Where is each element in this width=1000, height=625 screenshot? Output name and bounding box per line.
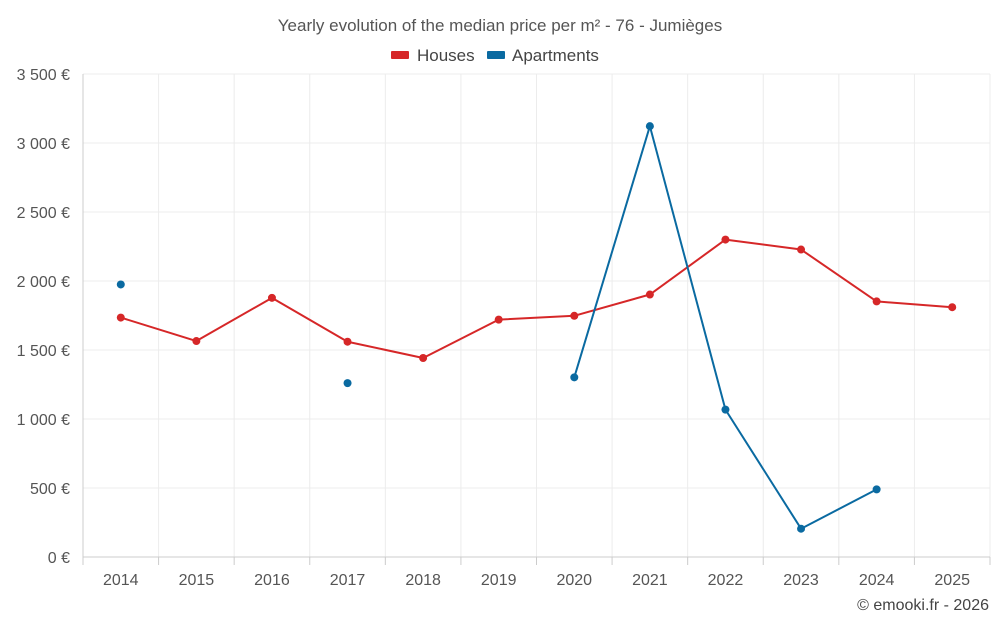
legend-label: Houses: [417, 46, 475, 65]
legend-item-houses: Houses: [391, 46, 475, 65]
data-point-houses: [419, 354, 428, 363]
data-point-houses: [721, 235, 730, 244]
y-tick-label: 0 €: [48, 550, 70, 567]
data-point-houses: [192, 337, 201, 346]
series-group: [116, 122, 957, 533]
series-houses: [116, 235, 957, 363]
data-point-houses: [494, 315, 503, 324]
data-point-apartments: [797, 524, 806, 533]
x-tick-label: 2016: [254, 572, 290, 589]
data-point-houses: [948, 303, 957, 312]
data-point-apartments: [570, 373, 579, 382]
data-point-houses: [116, 313, 125, 322]
legend-swatch: [487, 51, 505, 59]
legend-label: Apartments: [512, 46, 599, 65]
x-tick-label: 2024: [859, 572, 895, 589]
x-tick-label: 2018: [405, 572, 441, 589]
x-tick-label: 2021: [632, 572, 668, 589]
data-point-apartments: [116, 280, 125, 289]
data-point-apartments: [721, 405, 730, 414]
y-tick-label: 1 000 €: [17, 412, 70, 429]
axes: 0 € 500 € 1 000 € 1 500 € 2 000 € 2 500 € 3 00…: [17, 67, 991, 589]
data-point-houses: [570, 311, 579, 320]
data-point-apartments: [343, 379, 352, 388]
y-tick-label: 3 000 €: [17, 136, 70, 153]
credit-text: © emooki.fr - 2026: [857, 597, 989, 614]
x-tick-label: 2023: [783, 572, 819, 589]
y-tick-label: 1 500 €: [17, 343, 70, 360]
x-tick-label: 2017: [330, 572, 366, 589]
y-tick-label: 3 500 €: [17, 67, 70, 84]
x-tick-label: 2020: [556, 572, 592, 589]
x-tick-label: 2019: [481, 572, 517, 589]
data-point-apartments: [645, 122, 654, 131]
data-point-apartments: [872, 485, 881, 494]
y-tick-label: 500 €: [30, 481, 70, 498]
data-point-houses: [267, 293, 276, 302]
legend: Houses Apartments: [391, 46, 599, 65]
legend-swatch: [391, 51, 409, 59]
series-line-houses: [120, 238, 953, 360]
grid: [83, 73, 991, 557]
series-apartments: [116, 122, 881, 533]
x-tick-label: 2022: [708, 572, 744, 589]
x-tick-label: 2025: [934, 572, 970, 589]
y-tick-label: 2 500 €: [17, 205, 70, 222]
x-tick-label: 2015: [179, 572, 215, 589]
x-tick-label: 2014: [103, 572, 139, 589]
chart-title: Yearly evolution of the median price per…: [278, 16, 722, 35]
y-tick-label: 2 000 €: [17, 274, 70, 291]
data-point-houses: [343, 337, 352, 346]
data-point-houses: [872, 297, 881, 306]
series-line-apartments: [573, 125, 878, 530]
data-point-houses: [645, 290, 654, 299]
legend-item-apartments: Apartments: [487, 46, 599, 65]
data-point-houses: [797, 245, 806, 254]
